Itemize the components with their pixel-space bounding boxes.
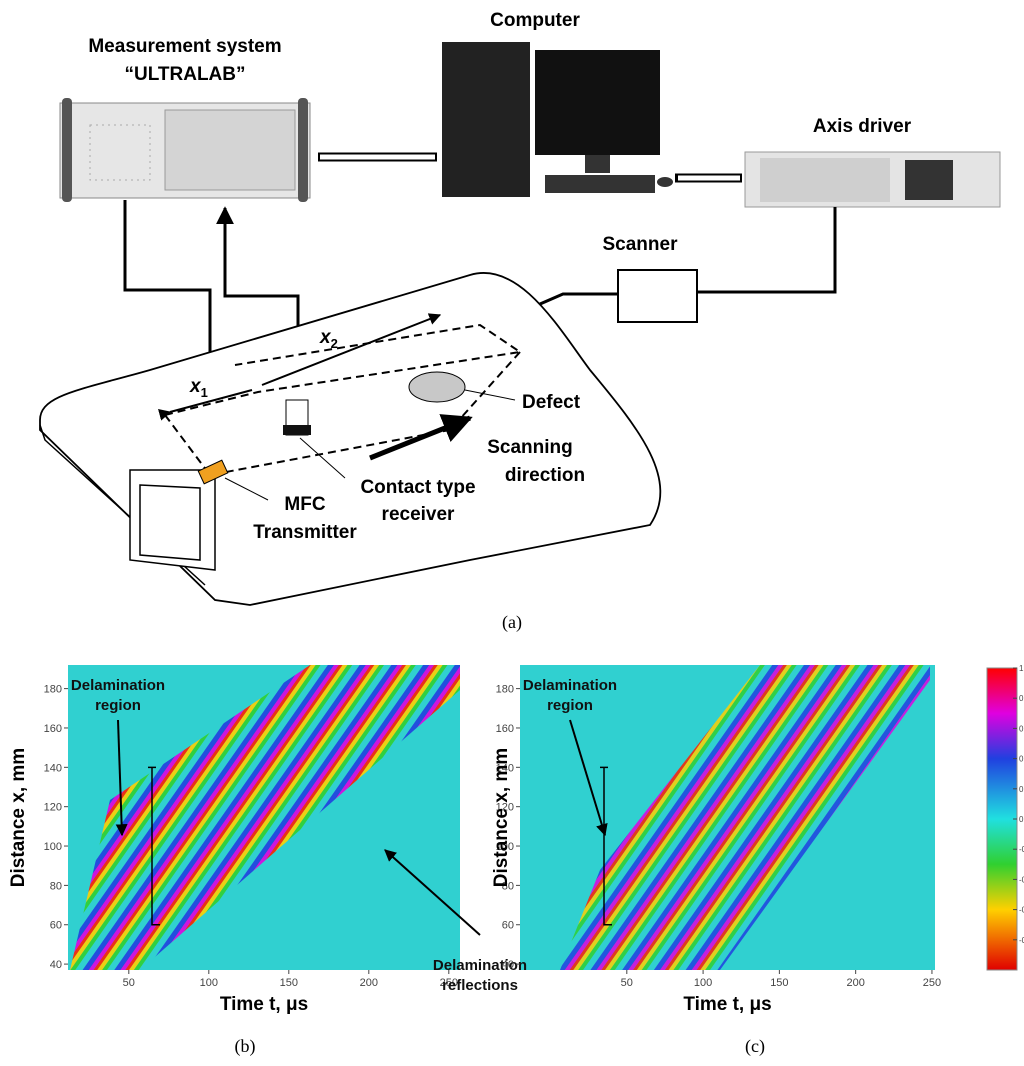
x-tick-label: 100 xyxy=(694,977,712,989)
label: Contact type xyxy=(360,477,475,498)
x-axis-label: Time t, μs xyxy=(683,994,771,1015)
y-tick-label: 160 xyxy=(496,723,514,735)
annotation: region xyxy=(95,697,141,714)
colorbar xyxy=(986,667,1018,971)
y-tick-label: 100 xyxy=(44,841,62,853)
label: “ULTRALAB” xyxy=(124,64,245,85)
colorbar-tick-label: -0.6 xyxy=(1019,906,1024,915)
label: x xyxy=(189,376,202,397)
transmitter xyxy=(197,459,229,485)
axis-driver-device xyxy=(744,151,1001,208)
y-tick-label: 120 xyxy=(496,802,514,814)
x-tick-label: 150 xyxy=(770,977,788,989)
leader xyxy=(299,437,346,479)
dimension-arrow xyxy=(170,315,440,412)
diagram: Measurement system “ULTRALAB” Computer A… xyxy=(39,10,1001,633)
x-axis-label: Time t, μs xyxy=(220,994,308,1015)
colorbar-tick-label: -0.8 xyxy=(1019,936,1024,945)
label: Scanner xyxy=(603,234,679,255)
caption: (a) xyxy=(502,612,522,633)
annotation-arrow xyxy=(384,849,481,936)
heatmap-c xyxy=(520,665,935,970)
label: x xyxy=(319,327,332,348)
x-tick-label: 150 xyxy=(280,977,298,989)
x-tick-label: 200 xyxy=(360,977,378,989)
y-tick-label: 40 xyxy=(502,959,514,971)
measurement-device xyxy=(59,98,311,202)
wing-spar xyxy=(139,484,201,561)
receiver-base xyxy=(283,425,311,435)
label: x1 xyxy=(189,376,208,400)
x-tick-label: 200 xyxy=(846,977,864,989)
y-tick-label: 140 xyxy=(496,762,514,774)
y-tick-label: 140 xyxy=(44,762,62,774)
label: 1 xyxy=(201,385,208,400)
connector xyxy=(320,154,740,181)
label: Measurement system xyxy=(88,36,281,57)
label: Axis driver xyxy=(813,116,912,137)
caption: (c) xyxy=(745,1036,765,1057)
defect xyxy=(408,371,466,403)
heatmap-pattern xyxy=(560,665,930,970)
colorbar-tick-label: 0 xyxy=(1019,815,1024,824)
label: Defect xyxy=(522,392,581,413)
y-axis-label: Distance x, mm xyxy=(491,748,512,887)
label: direction xyxy=(505,465,585,486)
label: MFC xyxy=(284,494,325,515)
bracket xyxy=(600,766,612,926)
y-tick-label: 80 xyxy=(502,880,514,892)
y-tick-label: 120 xyxy=(44,802,62,814)
y-tick-label: 180 xyxy=(44,684,62,696)
colorbar-tick-label: 0.2 xyxy=(1019,785,1024,794)
label: Scanning xyxy=(487,437,573,458)
colorbar-tick-label: 1 xyxy=(1019,664,1024,673)
y-tick-label: 160 xyxy=(44,723,62,735)
y-tick-label: 40 xyxy=(50,959,62,971)
y-tick-label: 100 xyxy=(496,841,514,853)
x-tick-label: 250 xyxy=(923,977,941,989)
caption: (b) xyxy=(235,1036,256,1057)
x-tick-label: 50 xyxy=(123,977,135,989)
annotation: Delamination xyxy=(523,677,617,694)
label: Computer xyxy=(490,10,580,31)
x-tick-label: 50 xyxy=(621,977,633,989)
colorbar-tick-label: -0.2 xyxy=(1019,845,1024,854)
annotation-arrow xyxy=(569,719,608,837)
annotation: region xyxy=(547,697,593,714)
annotation: Delamination xyxy=(71,677,165,694)
colorbar-tick-label: 0.6 xyxy=(1019,724,1024,733)
heatmap-pattern xyxy=(70,665,460,970)
label: Transmitter xyxy=(253,522,357,543)
leader xyxy=(464,389,516,401)
x-tick-label: 250 xyxy=(440,977,458,989)
annotation: reflections xyxy=(442,977,518,994)
annotation: Delamination xyxy=(433,957,527,974)
y-tick-label: 60 xyxy=(502,920,514,932)
bracket xyxy=(148,766,160,926)
direction-arrow xyxy=(369,414,473,461)
computer-device xyxy=(442,42,673,197)
y-tick-label: 180 xyxy=(496,684,514,696)
label: 2 xyxy=(331,336,338,351)
y-tick-label: 80 xyxy=(50,880,62,892)
scan-area xyxy=(164,323,523,477)
y-tick-label: 60 xyxy=(50,920,62,932)
leader xyxy=(224,477,269,501)
x-tick-label: 100 xyxy=(200,977,218,989)
scanner-box xyxy=(617,269,698,323)
label: x2 xyxy=(319,327,338,351)
label: receiver xyxy=(382,504,456,525)
y-axis-label: Distance x, mm xyxy=(8,748,29,887)
colorbar-tick-label: 0.8 xyxy=(1019,694,1024,703)
wing-spar xyxy=(129,469,216,571)
annotation-arrow xyxy=(115,719,128,837)
colorbar-tick-label: -0.4 xyxy=(1019,875,1024,884)
colorbar-tick-label: 0.4 xyxy=(1019,755,1024,764)
heatmap-b xyxy=(68,665,460,970)
